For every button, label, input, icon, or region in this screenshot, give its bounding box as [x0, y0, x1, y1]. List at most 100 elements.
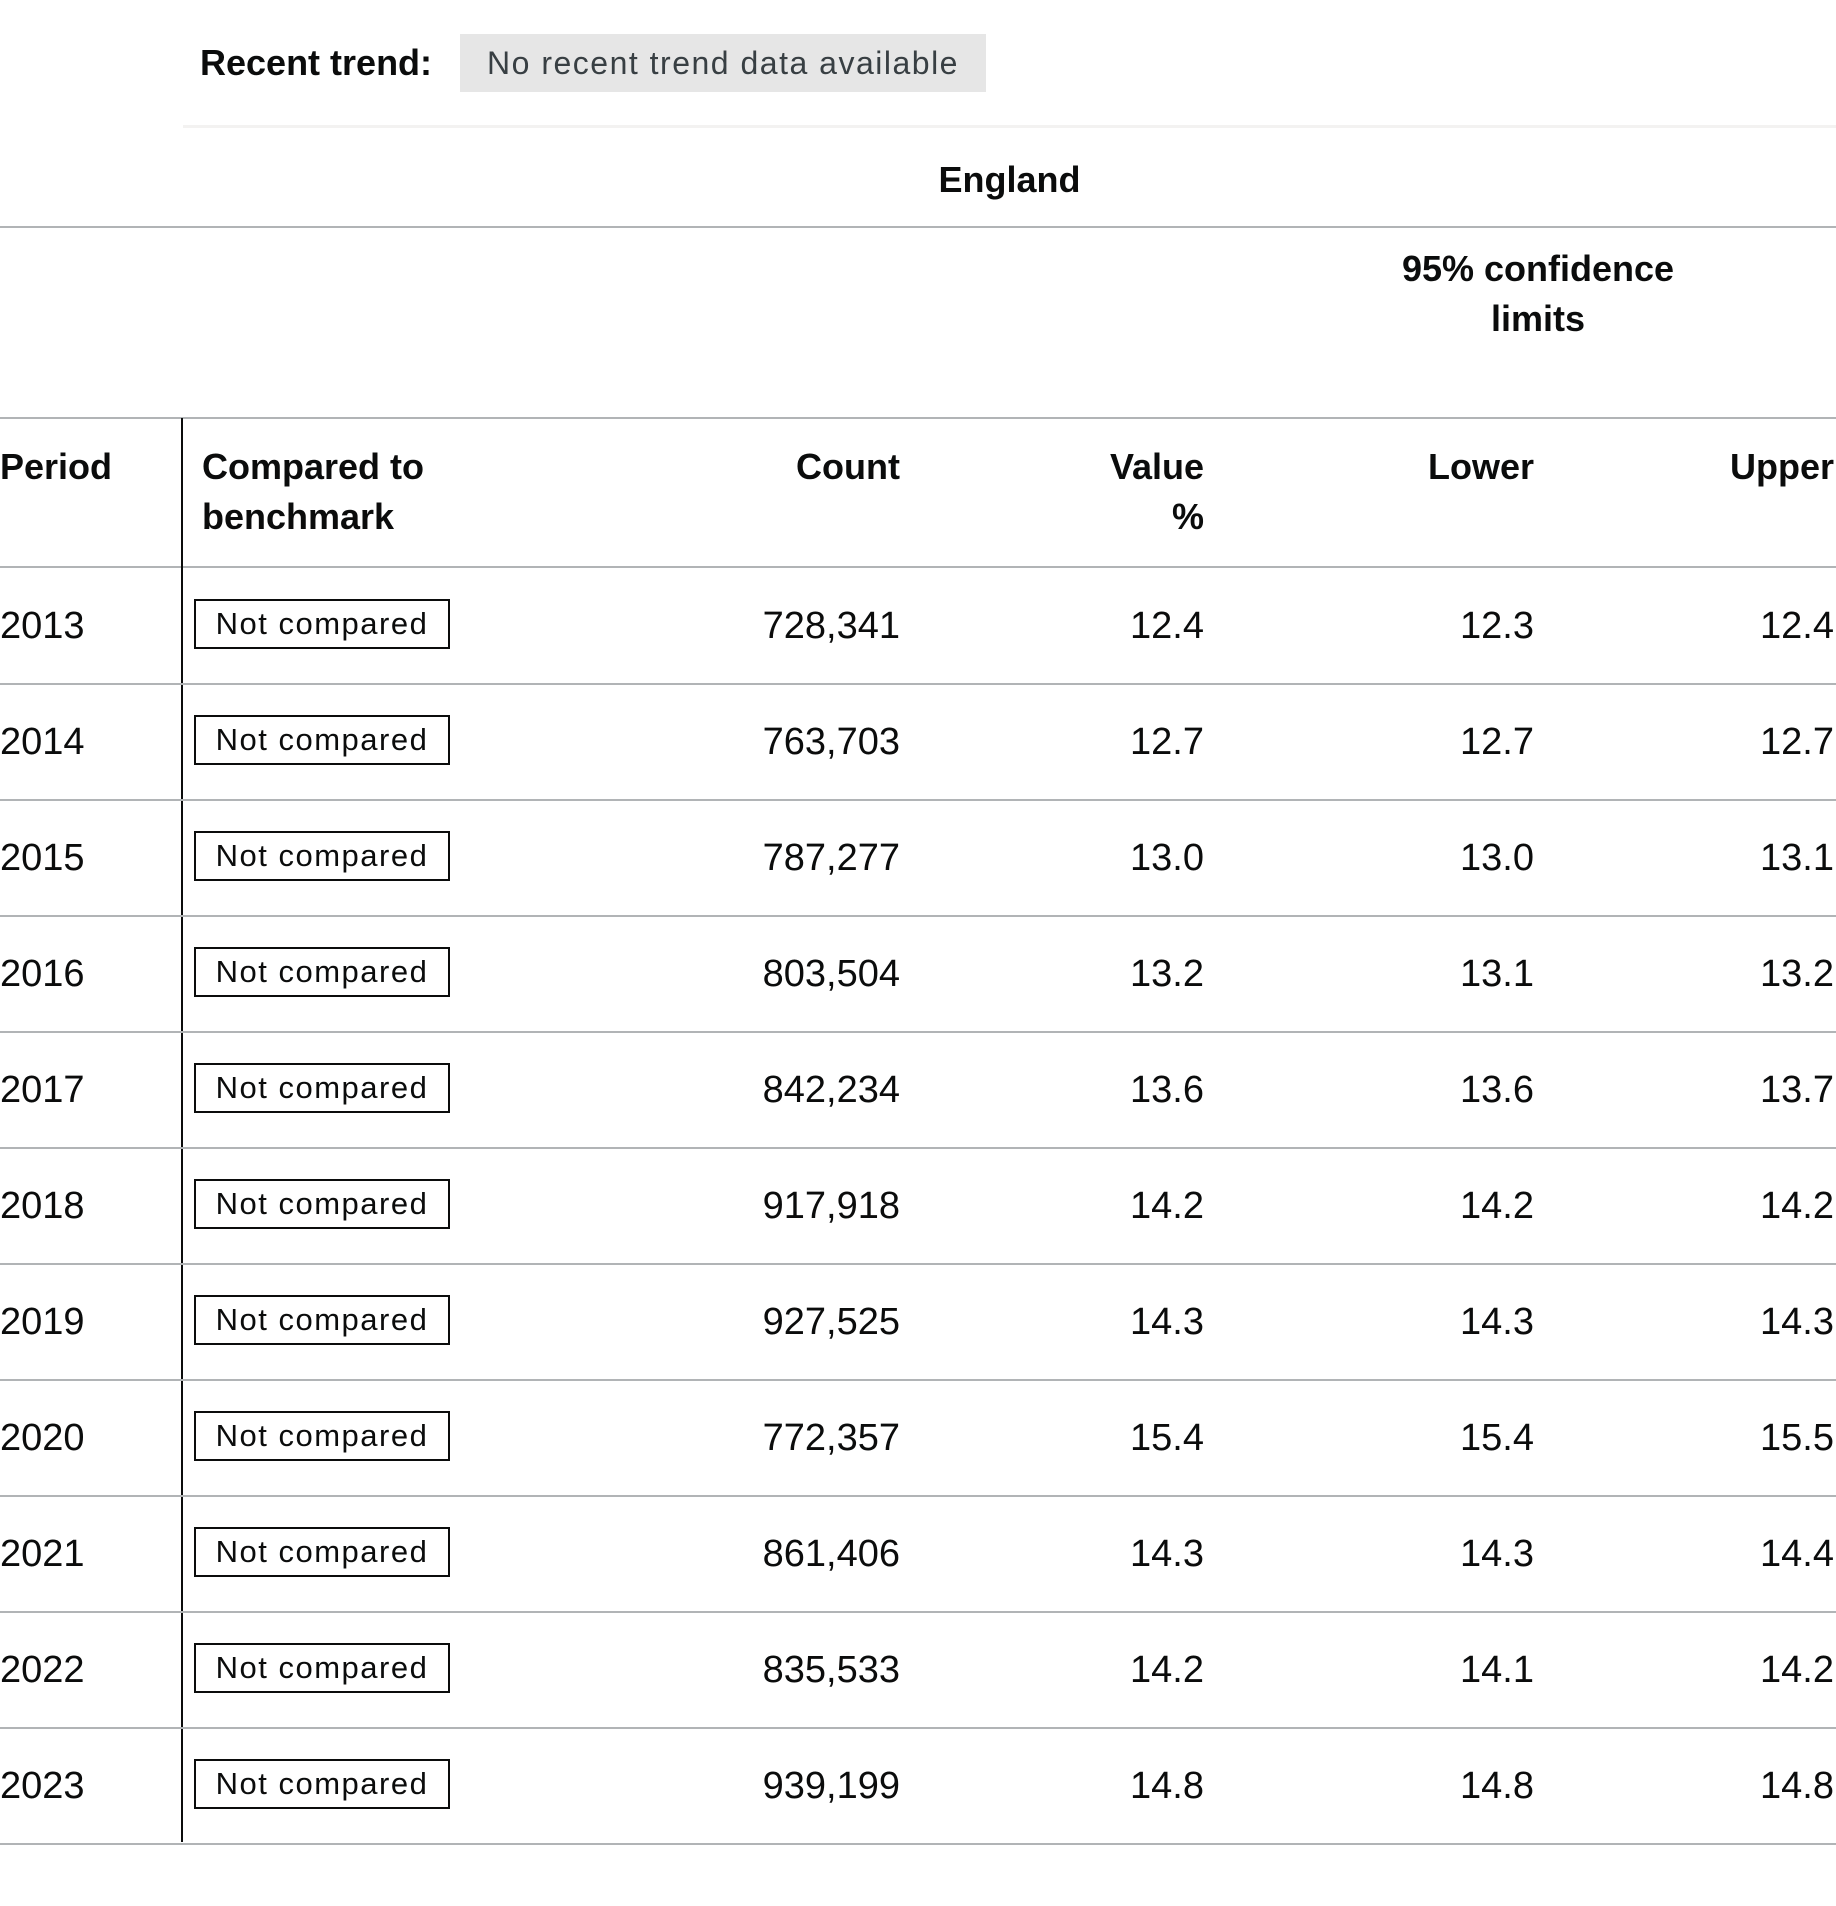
table-row: 2016 Not compared 803,504 13.2 13.1 13.2: [0, 916, 1836, 1032]
count-cell: 917,918: [762, 1185, 900, 1227]
value-cell: 12.4: [1130, 605, 1204, 647]
recent-trend: Recent trend: No recent trend data avail…: [200, 34, 986, 92]
header-divider-3: [0, 566, 1836, 568]
value-cell: 13.6: [1130, 1069, 1204, 1111]
lower-cell: 14.2: [1460, 1185, 1534, 1227]
value-cell: 14.2: [1130, 1185, 1204, 1227]
period-column-divider: [181, 418, 183, 1842]
period-cell: 2017: [0, 1069, 85, 1111]
compared-tag: Not compared: [194, 1527, 450, 1577]
period-cell: 2021: [0, 1533, 85, 1575]
row-divider: [0, 1727, 1836, 1729]
period-cell: 2019: [0, 1301, 85, 1343]
compared-tag: Not compared: [194, 1063, 450, 1113]
compared-header: Compared to benchmark: [202, 446, 425, 537]
header-divider-1: [0, 226, 1836, 228]
recent-trend-label: Recent trend:: [200, 42, 433, 83]
lower-cell: 12.3: [1460, 605, 1534, 647]
compared-tag: Not compared: [194, 1295, 450, 1345]
period-cell: 2023: [0, 1765, 85, 1807]
period-header: Period: [0, 446, 113, 487]
row-divider: [0, 1031, 1836, 1033]
value-cell: 13.2: [1130, 953, 1204, 995]
count-cell: 787,277: [762, 837, 900, 879]
confidence-limits-heading: 95% confidence limits: [1401, 248, 1675, 339]
table-row: 2021 Not compared 861,406 14.3 14.3 14.4: [0, 1496, 1836, 1612]
upper-cell: 14.3: [1760, 1301, 1834, 1343]
compared-tag: Not compared: [194, 1411, 450, 1461]
trend-divider: [183, 125, 1836, 128]
compared-tag: Not compared: [194, 1643, 450, 1693]
count-cell: 835,533: [762, 1649, 900, 1691]
count-cell: 763,703: [762, 721, 900, 763]
count-cell: 842,234: [762, 1069, 900, 1111]
table-row: 2013 Not compared 728,341 12.4 12.3 12.4: [0, 568, 1836, 684]
lower-cell: 13.1: [1460, 953, 1534, 995]
compared-tag: Not compared: [194, 947, 450, 997]
table-row: 2022 Not compared 835,533 14.2 14.1 14.2: [0, 1612, 1836, 1728]
compared-tag: Not compared: [194, 1179, 450, 1229]
value-cell: 12.7: [1130, 721, 1204, 763]
row-divider: [0, 799, 1836, 801]
table-row: 2023 Not compared 939,199 14.8 14.8 14.8: [0, 1728, 1836, 1844]
table-row: 2020 Not compared 772,357 15.4 15.4 15.5: [0, 1380, 1836, 1496]
lower-header: Lower: [1427, 446, 1534, 487]
row-divider: [0, 1843, 1836, 1845]
upper-cell: 13.1: [1760, 837, 1834, 879]
table-row: 2017 Not compared 842,234 13.6 13.6 13.7: [0, 1032, 1836, 1148]
count-header: Count: [796, 446, 900, 487]
upper-cell: 14.4: [1760, 1533, 1834, 1575]
row-divider: [0, 1495, 1836, 1497]
count-cell: 772,357: [762, 1417, 900, 1459]
compared-tag: Not compared: [194, 599, 450, 649]
value-cell: 13.0: [1130, 837, 1204, 879]
lower-cell: 14.8: [1460, 1765, 1534, 1807]
upper-cell: 13.7: [1760, 1069, 1834, 1111]
row-divider: [0, 683, 1836, 685]
table-row: 2015 Not compared 787,277 13.0 13.0 13.1: [0, 800, 1836, 916]
recent-trend-tag: No recent trend data available: [460, 34, 986, 92]
count-cell: 939,199: [762, 1765, 900, 1807]
upper-header: Upper: [1729, 446, 1834, 487]
lower-cell: 14.1: [1460, 1649, 1534, 1691]
upper-cell: 15.5: [1760, 1417, 1834, 1459]
lower-cell: 14.3: [1460, 1533, 1534, 1575]
period-cell: 2015: [0, 837, 85, 879]
count-cell: 861,406: [762, 1533, 900, 1575]
upper-cell: 14.8: [1760, 1765, 1834, 1807]
row-divider: [0, 915, 1836, 917]
lower-cell: 15.4: [1460, 1417, 1534, 1459]
upper-cell: 13.2: [1760, 953, 1834, 995]
count-cell: 927,525: [762, 1301, 900, 1343]
value-cell: 15.4: [1130, 1417, 1204, 1459]
upper-cell: 12.7: [1760, 721, 1834, 763]
compared-tag: Not compared: [194, 1759, 450, 1809]
compared-tag: Not compared: [194, 715, 450, 765]
lower-cell: 13.0: [1460, 837, 1534, 879]
row-divider: [0, 1379, 1836, 1381]
count-cell: 728,341: [762, 605, 900, 647]
period-cell: 2013: [0, 605, 85, 647]
table-row: 2019 Not compared 927,525 14.3 14.3 14.3: [0, 1264, 1836, 1380]
table-row: 2014 Not compared 763,703 12.7 12.7 12.7: [0, 684, 1836, 800]
period-cell: 2018: [0, 1185, 85, 1227]
lower-cell: 14.3: [1460, 1301, 1534, 1343]
value-cell: 14.2: [1130, 1649, 1204, 1691]
table-row: 2018 Not compared 917,918 14.2 14.2 14.2: [0, 1148, 1836, 1264]
upper-cell: 14.2: [1760, 1649, 1834, 1691]
value-header: Value %: [1109, 446, 1204, 537]
area-title: England: [938, 159, 1081, 200]
period-cell: 2016: [0, 953, 85, 995]
row-divider: [0, 1147, 1836, 1149]
period-cell: 2020: [0, 1417, 85, 1459]
upper-cell: 14.2: [1760, 1185, 1834, 1227]
value-cell: 14.8: [1130, 1765, 1204, 1807]
header-divider-2: [0, 417, 1836, 419]
period-cell: 2022: [0, 1649, 85, 1691]
compared-tag: Not compared: [194, 831, 450, 881]
lower-cell: 13.6: [1460, 1069, 1534, 1111]
value-cell: 14.3: [1130, 1301, 1204, 1343]
row-divider: [0, 1611, 1836, 1613]
count-cell: 803,504: [762, 953, 900, 995]
row-divider: [0, 1263, 1836, 1265]
